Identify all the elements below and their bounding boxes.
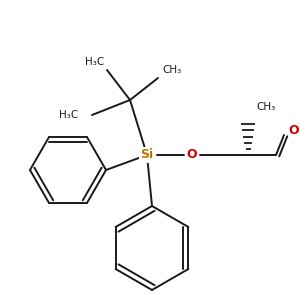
Text: CH₃: CH₃ (256, 102, 275, 112)
Text: H₃C: H₃C (59, 110, 78, 120)
Text: CH₃: CH₃ (162, 65, 182, 75)
Text: Si: Si (140, 148, 154, 161)
Text: O: O (288, 124, 298, 137)
Text: O: O (187, 148, 197, 161)
Text: H₃C: H₃C (85, 57, 105, 67)
